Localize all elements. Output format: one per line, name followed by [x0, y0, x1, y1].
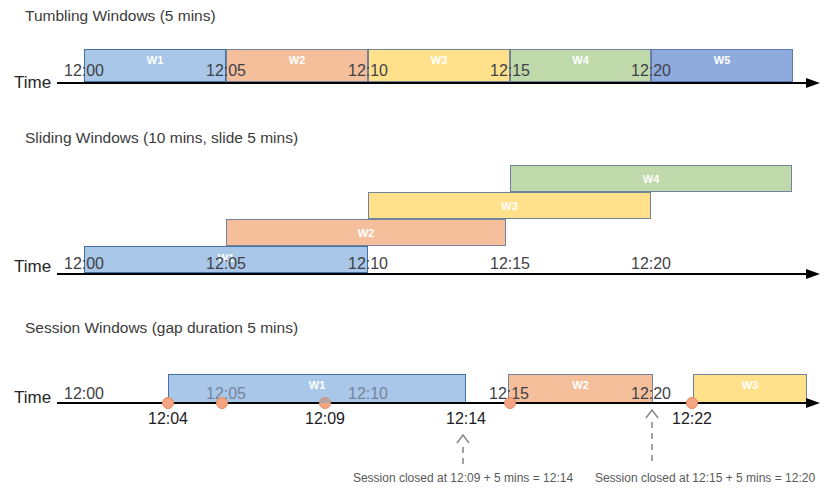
event-dot-12-15	[504, 397, 516, 409]
session-time-axis-label: Time	[14, 388, 51, 408]
event-dot-12-09	[319, 397, 331, 409]
event-dot-12-05	[216, 397, 228, 409]
session-closed-annotation-1: Session closed at 12:09 + 5 mins = 12:14	[353, 471, 573, 485]
dashed-up-arrow-icon	[644, 409, 660, 467]
windowing-diagram: Tumbling Windows (5 mins) Time W1 W2 W3 …	[0, 0, 829, 498]
event-time-12-09: 12:09	[305, 410, 345, 428]
tick-12-00: 12:00	[64, 385, 104, 403]
event-dot-12-22	[686, 397, 698, 409]
window-label: W3	[694, 375, 806, 391]
session-section: Session Windows (gap duration 5 mins) Ti…	[0, 0, 829, 498]
event-dot-12-04	[162, 397, 174, 409]
tick-12-10: 12:10	[348, 385, 388, 403]
session-window-w3: W3	[693, 374, 807, 403]
session-title: Session Windows (gap duration 5 mins)	[25, 319, 298, 338]
event-time-12-22: 12:22	[672, 410, 712, 428]
tick-12-20: 12:20	[631, 385, 671, 403]
axis-arrow-head-icon	[806, 398, 820, 408]
session-closed-annotation-2: Session closed at 12:15 + 5 mins = 12:20	[595, 471, 815, 485]
dashed-up-arrow-icon	[455, 434, 471, 467]
event-time-12-14: 12:14	[446, 410, 486, 428]
event-time-12-04: 12:04	[148, 410, 188, 428]
